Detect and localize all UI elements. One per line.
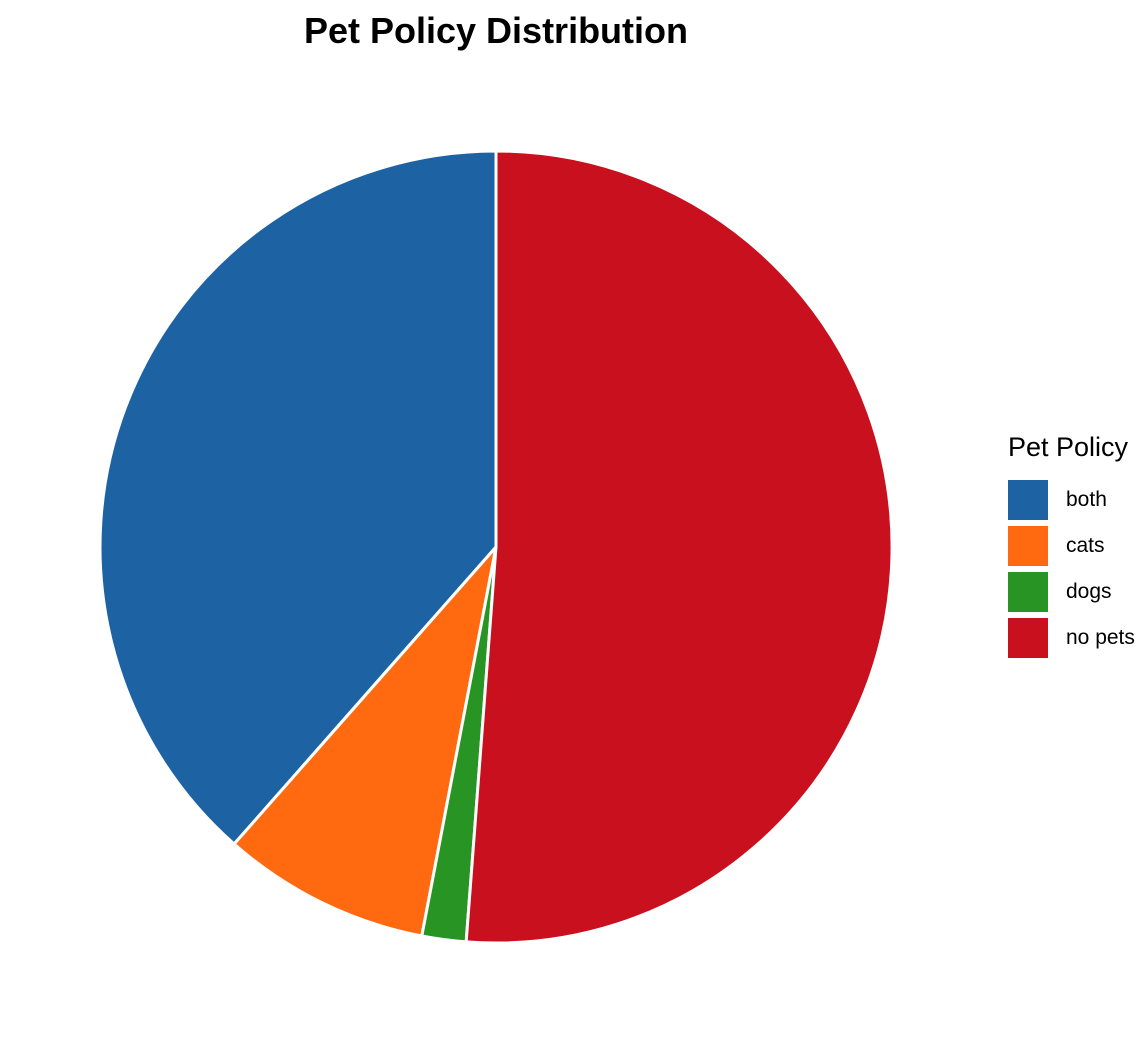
pie-slices	[98, 149, 894, 945]
pie-slice-both	[98, 149, 498, 846]
legend-item-both: both	[1008, 477, 1135, 523]
legend: Pet Policy both cats dogs no pets	[1008, 432, 1135, 661]
legend-title: Pet Policy	[1008, 432, 1129, 462]
legend-swatch-cats	[1008, 526, 1048, 566]
chart-title: Pet Policy Distribution	[303, 10, 689, 51]
legend-label-cats: cats	[1066, 534, 1105, 557]
legend-swatch-dogs	[1008, 572, 1048, 612]
legend-swatch-both	[1008, 480, 1048, 520]
legend-item-dogs: dogs	[1008, 569, 1135, 615]
pie-slice-cats	[232, 545, 498, 938]
pie-slice-no-pets	[464, 149, 894, 945]
legend-item-no-pets: no pets	[1008, 615, 1135, 661]
legend-label-dogs: dogs	[1066, 580, 1112, 603]
legend-label-both: both	[1066, 488, 1107, 511]
legend-label-no-pets: no pets	[1066, 626, 1135, 649]
legend-item-cats: cats	[1008, 523, 1135, 569]
legend-swatch-no-pets	[1008, 618, 1048, 658]
